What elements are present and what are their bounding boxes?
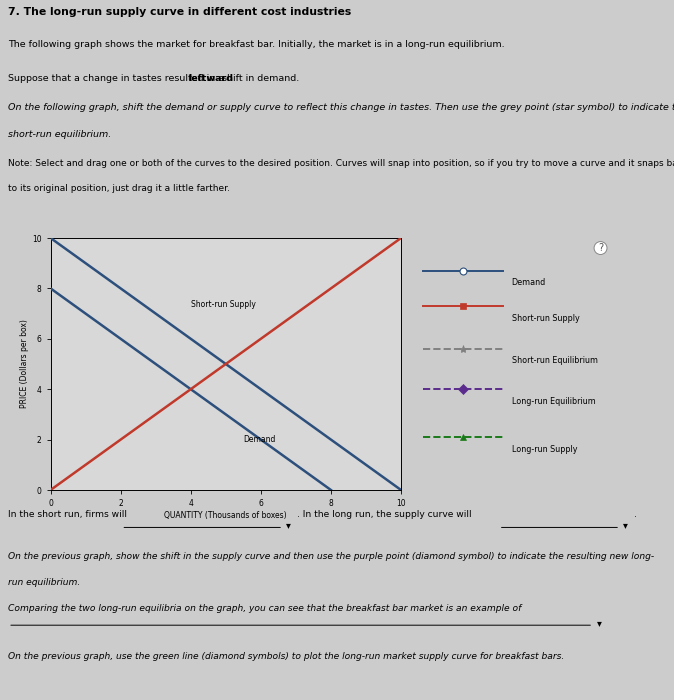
Text: Suppose that a change in tastes resulted in a: Suppose that a change in tastes resulted… [8,74,227,83]
Text: Short-run Supply: Short-run Supply [512,314,580,323]
Text: ?: ? [598,243,603,253]
Text: Short-run Supply: Short-run Supply [191,300,255,309]
Text: short-run equilibrium.: short-run equilibrium. [8,130,111,139]
Text: run equilibrium.: run equilibrium. [8,578,80,587]
Text: to its original position, just drag it a little farther.: to its original position, just drag it a… [8,183,230,192]
Text: .: . [634,510,636,519]
Text: Short-run Equilibrium: Short-run Equilibrium [512,356,598,365]
Text: leftward: leftward [188,74,233,83]
Text: Long-run Equilibrium: Long-run Equilibrium [512,397,595,406]
Text: Demand: Demand [512,279,546,287]
Text: Note: Select and drag one or both of the curves to the desired position. Curves : Note: Select and drag one or both of the… [8,159,674,168]
Text: Demand: Demand [243,435,276,444]
Text: Comparing the two long-run equilibria on the graph, you can see that the breakfa: Comparing the two long-run equilibria on… [8,604,522,613]
Text: On the previous graph, show the shift in the supply curve and then use the purpl: On the previous graph, show the shift in… [8,552,654,561]
Text: 7. The long-run supply curve in different cost industries: 7. The long-run supply curve in differen… [8,7,351,17]
X-axis label: QUANTITY (Thousands of boxes): QUANTITY (Thousands of boxes) [164,511,287,520]
Text: On the previous graph, use the green line (diamond symbols) to plot the long-run: On the previous graph, use the green lin… [8,652,564,661]
Text: In the short run, firms will: In the short run, firms will [8,510,127,519]
Text: Long-run Supply: Long-run Supply [512,444,577,454]
Text: The following graph shows the market for breakfast bar. Initially, the market is: The following graph shows the market for… [8,41,505,49]
Text: ▾: ▾ [596,618,601,628]
Text: . In the long run, the supply curve will: . In the long run, the supply curve will [297,510,471,519]
Text: shift in demand.: shift in demand. [219,74,299,83]
Text: On the following graph, shift the demand or supply curve to reflect this change : On the following graph, shift the demand… [8,103,674,112]
Text: ▾: ▾ [286,521,291,531]
Y-axis label: PRICE (Dollars per box): PRICE (Dollars per box) [20,320,29,408]
Text: ▾: ▾ [623,521,628,531]
